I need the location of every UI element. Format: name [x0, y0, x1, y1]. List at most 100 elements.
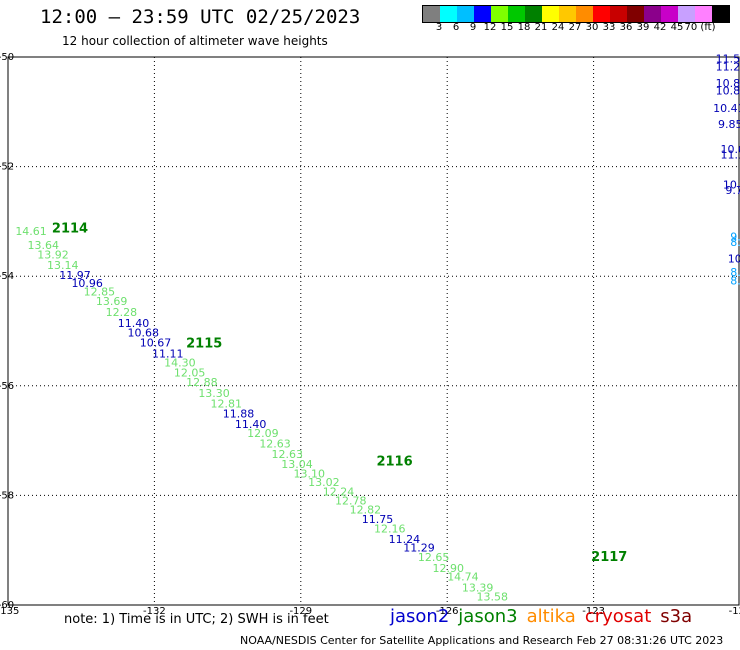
wave-height-value: 11.40	[118, 317, 150, 330]
color-scale-tick-label: 70 (ft)	[684, 22, 716, 33]
color-scale-tick-label: 24	[551, 22, 565, 33]
color-swatch	[559, 6, 576, 22]
wave-height-value: 9.85	[718, 118, 740, 131]
wave-height-value: 12.63	[272, 448, 304, 461]
mission-label: jason2	[390, 606, 450, 627]
footer-note: note: 1) Time is in UTC; 2) SWH is in fe…	[64, 612, 329, 627]
color-swatch	[661, 6, 678, 22]
color-scale-tick-label: 3	[435, 22, 443, 33]
y-tick-label: -60	[0, 600, 14, 611]
wave-height-value: 13.30	[198, 387, 230, 400]
y-tick-label: -50	[0, 52, 14, 63]
wave-height-value: 10.41	[713, 102, 740, 115]
color-scale-tick-label: 27	[568, 22, 582, 33]
wave-height-value: 12.24	[323, 485, 355, 498]
color-scale-tick-label: 6	[452, 22, 460, 33]
color-swatch	[474, 6, 491, 22]
color-swatch	[610, 6, 627, 22]
wave-height-value: 10.68	[128, 326, 160, 339]
color-swatch	[678, 6, 695, 22]
mission-label: jason3	[458, 606, 518, 627]
x-tick-label: -123	[582, 606, 605, 617]
wave-height-value: 12.81	[211, 398, 243, 411]
wave-height-value: 14.61	[15, 225, 47, 238]
plot-frame	[7, 56, 740, 606]
color-scale-tick-label: 30	[585, 22, 599, 33]
wave-height-value: 12.28	[106, 306, 138, 319]
color-scale-tick-label: 39	[636, 22, 650, 33]
y-tick-label: -52	[0, 162, 14, 173]
wave-height-value: 8.	[730, 266, 740, 279]
wave-height-value: 10.67	[140, 336, 172, 349]
mission-label: cryosat	[584, 606, 652, 627]
time-label: 2117	[591, 550, 627, 565]
wave-height-value: 11.24	[389, 533, 421, 546]
wave-height-value: 14.30	[164, 357, 196, 370]
wave-height-value: 10	[728, 253, 740, 266]
color-scale-labels: 3 6 9 12 15 18 21 24 27 30 33 36 39 42 45 70 (ft)	[422, 22, 728, 34]
color-scale-tick-label: 18	[517, 22, 531, 33]
wave-height-value: 10.89	[716, 77, 740, 90]
wave-height-value: 11.88	[223, 408, 255, 421]
wave-height-value: 12.16	[374, 523, 406, 536]
wave-height-value: 10.3	[723, 179, 740, 192]
wave-height-value: 9.7	[725, 184, 740, 197]
credit-line: NOAA/NESDIS Center for Satellite Applica…	[240, 634, 724, 647]
mission-label: s3a	[660, 606, 693, 627]
wave-height-value: 13.92	[37, 249, 69, 262]
color-swatch	[525, 6, 542, 22]
wave-height-value: 11.29	[403, 541, 435, 554]
wave-height-value: 13.69	[96, 295, 128, 308]
wave-height-value: 12.82	[350, 503, 382, 516]
wave-height-value: 8.	[730, 236, 740, 249]
wave-height-value: 11.50	[716, 52, 740, 65]
x-tick-label: -129	[289, 606, 312, 617]
wave-height-value: 8.	[730, 274, 740, 287]
wave-height-value: 13.39	[462, 581, 494, 594]
color-swatch	[542, 6, 559, 22]
color-swatch	[491, 6, 508, 22]
x-tick-label: -132	[143, 606, 166, 617]
wave-height-value: 13.04	[281, 458, 313, 471]
chart-subtitle: 12 hour collection of altimeter wave hei…	[62, 34, 328, 48]
wave-height-value: 12.90	[433, 562, 465, 575]
wave-height-value: 10.82	[716, 84, 740, 97]
wave-height-value: 12.63	[259, 438, 291, 451]
color-scale-tick-label: 33	[602, 22, 616, 33]
wave-height-value: 12.09	[247, 427, 279, 440]
wave-height-value: 11.75	[362, 513, 394, 526]
color-scale-tick-label: 9	[469, 22, 477, 33]
color-scale-tick-label: 36	[619, 22, 633, 33]
color-swatch	[712, 6, 729, 22]
wave-height-value: 11.40	[235, 418, 266, 431]
color-scale-bar	[422, 5, 730, 23]
color-swatch	[627, 6, 644, 22]
y-tick-label: -54	[0, 271, 14, 282]
color-swatch	[440, 6, 457, 22]
wave-height-value: 11.26	[716, 61, 740, 74]
color-swatch	[423, 6, 440, 22]
x-tick-label: -126	[436, 606, 459, 617]
wave-height-value: 13.10	[293, 467, 325, 480]
mission-label: altika	[526, 606, 576, 627]
wave-height-value: 13.64	[28, 239, 60, 252]
color-scale-tick-label: 42	[653, 22, 667, 33]
wave-height-value: 12.65	[418, 551, 450, 564]
color-scale-tick-label: 15	[500, 22, 514, 33]
color-swatch	[695, 6, 712, 22]
time-label: 2115	[186, 336, 222, 351]
wave-height-value: 10.96	[71, 277, 103, 290]
wave-height-value: 13.58	[476, 591, 508, 604]
color-swatch	[457, 6, 474, 22]
wave-height-value: 11.1	[720, 148, 740, 161]
wave-height-value: 9.	[730, 231, 740, 244]
wave-height-value: 11.97	[59, 269, 91, 282]
color-swatch	[508, 6, 525, 22]
wave-height-value: 14.74	[447, 570, 479, 583]
x-tick-label: -120	[729, 606, 740, 617]
wave-height-value: 12.05	[174, 366, 206, 379]
wave-height-value: 12.85	[84, 285, 116, 298]
mission-legend: jason2 jason3 altika cryosat s3a	[390, 606, 701, 627]
color-scale-tick-label: 12	[483, 22, 497, 33]
